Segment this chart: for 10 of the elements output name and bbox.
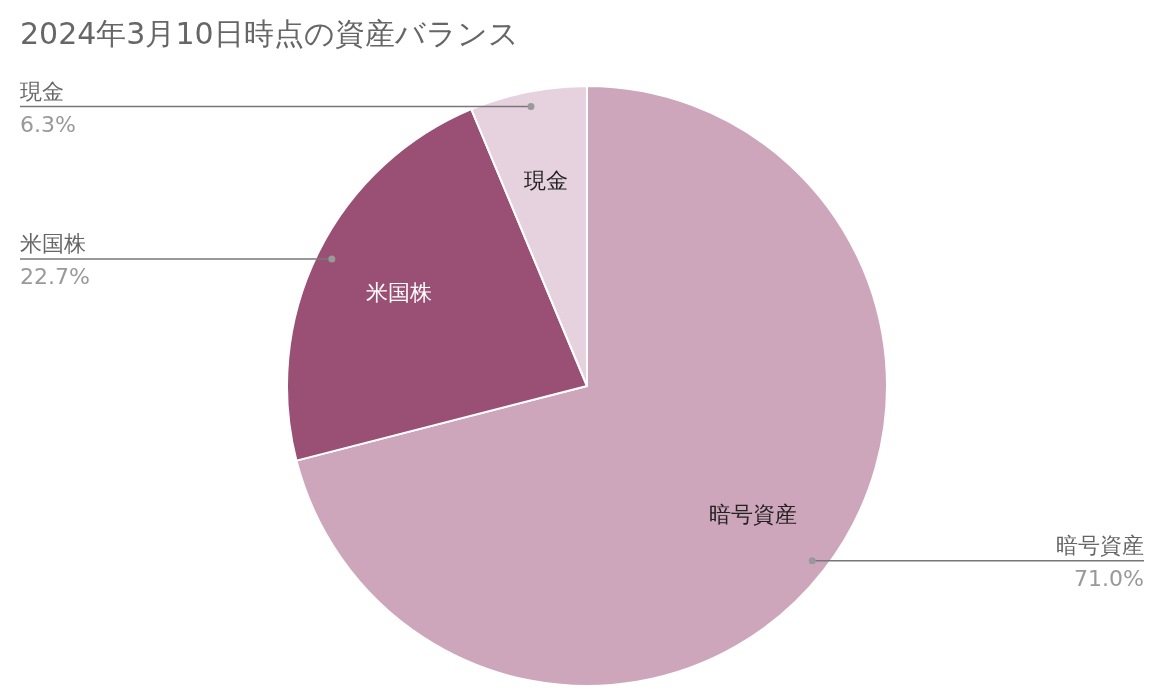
slice-label: 現金	[523, 167, 568, 193]
slice-label: 暗号資産	[1056, 532, 1144, 558]
data-label: 22.7%	[20, 264, 90, 290]
data-label: 71.0%	[1074, 565, 1144, 591]
slice-label: 現金	[20, 78, 64, 104]
slice-label: 暗号資産	[708, 502, 797, 528]
data-label: 6.3%	[20, 111, 76, 137]
slice-label: 米国株	[20, 231, 86, 257]
chart-title: 2024年3月10日時点の資産バランス	[20, 15, 519, 53]
slice-label: 米国株	[366, 279, 432, 305]
